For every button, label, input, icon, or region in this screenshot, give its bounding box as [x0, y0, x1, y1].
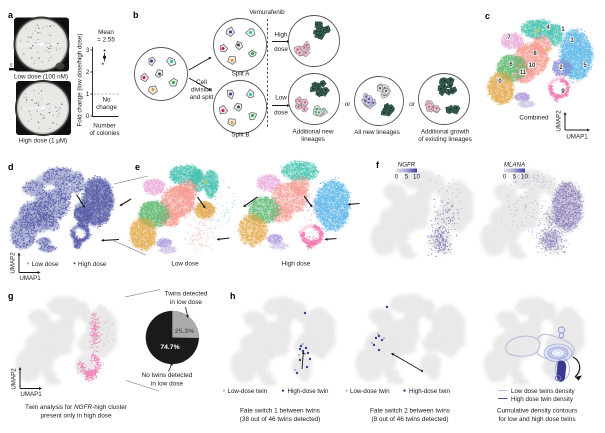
svg-text:dose: dose — [274, 110, 288, 117]
svg-text:Additional new: Additional new — [293, 129, 334, 136]
svg-text:Low: Low — [275, 95, 287, 102]
svg-text:10: 10 — [529, 63, 536, 69]
svg-text:No twins detected: No twins detected — [142, 372, 193, 379]
svg-text:High dose: High dose — [282, 261, 311, 268]
svg-text:in low dose: in low dose — [170, 299, 202, 306]
svg-text:8: 8 — [533, 51, 537, 57]
svg-text:b: b — [133, 10, 139, 20]
svg-text:UMAP1: UMAP1 — [566, 134, 588, 141]
svg-text:Fate switch 1 between twins: Fate switch 1 between twins — [240, 408, 320, 415]
svg-text:UMAP1: UMAP1 — [20, 391, 42, 398]
svg-text:0: 0 — [498, 79, 502, 85]
svg-text:74.7%: 74.7% — [160, 344, 179, 351]
svg-text:Number: Number — [93, 123, 115, 130]
svg-text:Low-dose twin: Low-dose twin — [228, 388, 268, 395]
svg-text:in low dose: in low dose — [151, 381, 183, 388]
svg-text:Split B: Split B — [231, 132, 249, 139]
svg-text:11: 11 — [520, 70, 527, 76]
svg-text:9: 9 — [561, 89, 565, 95]
svg-text:c: c — [485, 11, 490, 21]
svg-text:f: f — [376, 160, 380, 170]
svg-text:Twin analysis for NGFR-high cl: Twin analysis for NGFR-high cluster — [25, 404, 128, 411]
svg-text:Cell: Cell — [196, 79, 207, 86]
svg-text:0: 0 — [503, 174, 507, 181]
svg-text:5: 5 — [513, 174, 517, 181]
svg-text:= 2.55: = 2.55 — [97, 37, 115, 44]
svg-text:UMAP2: UMAP2 — [556, 110, 563, 132]
svg-text:5: 5 — [405, 174, 409, 181]
svg-text:Low-dose twin: Low-dose twin — [350, 388, 390, 395]
svg-text:Fate switch 2 between twins: Fate switch 2 between twins — [370, 408, 450, 415]
svg-text:10: 10 — [413, 174, 420, 181]
svg-text:for low and high dose twins: for low and high dose twins — [498, 416, 575, 423]
svg-text:4: 4 — [546, 25, 550, 31]
svg-text:(8 out of 46 twins detected): (8 out of 46 twins detected) — [371, 416, 448, 423]
svg-text:of colonies: of colonies — [89, 130, 119, 137]
svg-text:3: 3 — [570, 38, 574, 44]
svg-text:present only in high dose: present only in high dose — [40, 413, 112, 420]
svg-text:dose: dose — [274, 46, 288, 53]
svg-text:2: 2 — [559, 65, 563, 71]
svg-text:Low dose (100 nM): Low dose (100 nM) — [14, 74, 68, 81]
svg-text:h: h — [230, 291, 236, 301]
svg-text:25.3%: 25.3% — [175, 328, 194, 335]
svg-text:d: d — [8, 162, 14, 172]
svg-text:division: division — [191, 87, 212, 94]
svg-text:Additional growth: Additional growth — [421, 129, 470, 136]
svg-text:High dose (1 μM): High dose (1 μM) — [19, 138, 67, 145]
svg-text:High dose: High dose — [78, 261, 107, 268]
svg-text:Low dose: Low dose — [171, 261, 199, 268]
svg-text:Low dose: Low dose — [32, 261, 59, 268]
svg-text:e: e — [135, 162, 140, 172]
svg-text:lineages: lineages — [301, 136, 324, 143]
svg-text:3: 3 — [86, 47, 90, 54]
svg-text:1: 1 — [86, 91, 90, 98]
svg-text:and split: and split — [190, 94, 214, 101]
svg-text:Twins detected: Twins detected — [165, 291, 208, 298]
svg-text:of existing lineages: of existing lineages — [418, 136, 472, 143]
svg-text:5 mm: 5 mm — [10, 63, 21, 68]
svg-text:10: 10 — [521, 174, 528, 181]
svg-text:Fold change (low dose/high dos: Fold change (low dose/high dose) — [77, 34, 84, 127]
svg-text:change: change — [96, 104, 117, 111]
svg-text:5: 5 — [583, 63, 587, 69]
svg-text:(38 out of 46 twins detected): (38 out of 46 twins detected) — [240, 416, 321, 423]
svg-text:or: or — [409, 101, 415, 108]
svg-text:1: 1 — [561, 27, 565, 33]
svg-text:High-dose twin: High-dose twin — [409, 388, 450, 395]
svg-text:g: g — [8, 291, 14, 301]
svg-text:a: a — [8, 10, 14, 20]
svg-text:2: 2 — [86, 69, 90, 76]
svg-text:Mean: Mean — [98, 29, 114, 36]
svg-text:0: 0 — [86, 113, 90, 120]
svg-text:High: High — [275, 32, 288, 39]
svg-text:High dose twin density: High dose twin density — [511, 396, 574, 403]
svg-text:or: or — [345, 101, 351, 108]
svg-text:All new lineages: All new lineages — [354, 129, 400, 136]
svg-text:UMAP2: UMAP2 — [11, 368, 18, 390]
svg-text:Vemurafenib: Vemurafenib — [249, 9, 285, 16]
svg-text:Combined: Combined — [519, 115, 549, 122]
svg-text:0: 0 — [395, 174, 399, 181]
svg-text:NGFR: NGFR — [398, 162, 416, 169]
svg-text:Split A: Split A — [232, 71, 251, 78]
svg-text:No: No — [102, 97, 111, 104]
svg-text:MLANA: MLANA — [504, 162, 525, 169]
svg-text:Low dose twins density: Low dose twins density — [511, 388, 576, 395]
svg-text:High-dose twin: High-dose twin — [288, 388, 329, 395]
svg-text:6: 6 — [509, 62, 513, 68]
svg-text:Cumulative density contours: Cumulative density contours — [497, 408, 577, 415]
svg-text:UMAP1: UMAP1 — [19, 275, 41, 282]
svg-text:7: 7 — [507, 35, 511, 41]
svg-text:UMAP2: UMAP2 — [10, 252, 17, 274]
